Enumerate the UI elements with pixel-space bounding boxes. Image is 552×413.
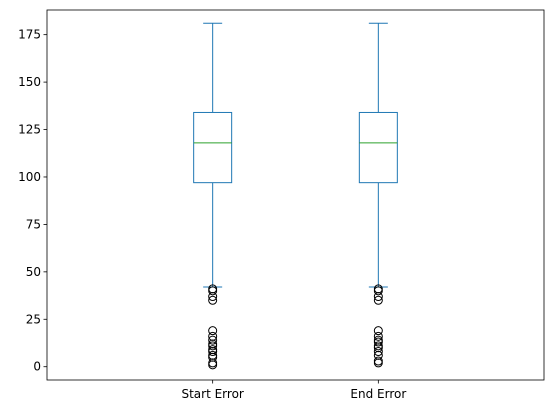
outlier-point — [209, 361, 217, 369]
y-tick-label: 175 — [18, 28, 41, 42]
outlier-point — [374, 359, 382, 367]
y-tick-label: 150 — [18, 75, 41, 89]
y-tick-label: 100 — [18, 170, 41, 184]
plot-frame — [47, 10, 544, 380]
box-group — [194, 23, 232, 369]
box-group — [359, 23, 397, 367]
y-tick-label: 50 — [26, 265, 41, 279]
box-iqr — [194, 112, 232, 182]
y-tick-label: 125 — [18, 123, 41, 137]
y-tick-label: 0 — [33, 360, 41, 374]
box-plot-marks — [194, 23, 398, 369]
y-tick-label: 75 — [26, 217, 41, 231]
x-tick-label: Start Error — [181, 387, 243, 401]
outlier-point — [209, 359, 217, 367]
y-tick-label: 25 — [26, 312, 41, 326]
outlier-point — [374, 357, 382, 365]
axes: 0 25 50 75 100 125 150 175 Start Error End Error — [18, 10, 544, 401]
box-iqr — [359, 112, 397, 182]
x-tick-label: End Error — [350, 387, 406, 401]
